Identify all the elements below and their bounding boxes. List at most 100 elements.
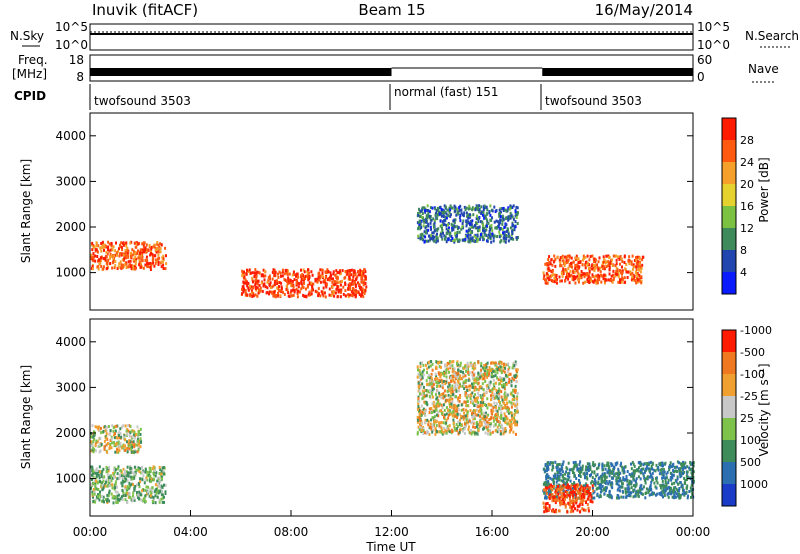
heatmap-cell <box>445 212 448 216</box>
heatmap-cell <box>620 495 623 499</box>
heatmap-cell <box>449 412 452 416</box>
heatmap-cell <box>603 474 605 478</box>
heatmap-cell <box>626 490 629 494</box>
heatmap-cell <box>154 501 157 505</box>
heatmap-cell <box>554 257 557 261</box>
heatmap-cell <box>544 481 547 485</box>
heatmap-cell <box>610 262 613 265</box>
heatmap-cell <box>427 373 430 377</box>
heatmap-cell <box>246 268 248 272</box>
heatmap-cell <box>348 293 351 297</box>
heatmap-cell <box>129 425 132 428</box>
heatmap-cell <box>136 450 139 454</box>
heatmap-cell <box>107 425 110 428</box>
heatmap-cell <box>133 486 136 490</box>
heatmap-cell <box>422 385 425 389</box>
heatmap-cell <box>281 270 284 274</box>
heatmap-cell <box>621 276 624 280</box>
heatmap-cell <box>141 471 144 475</box>
heatmap-cell <box>450 380 453 383</box>
heatmap-cell <box>620 461 623 465</box>
heatmap-cell <box>448 383 451 387</box>
heatmap-cell <box>630 482 633 486</box>
heatmap-cell <box>628 491 631 495</box>
heatmap-cell <box>96 440 99 444</box>
heatmap-cell <box>152 496 155 500</box>
heatmap-cell <box>287 276 290 280</box>
heatmap-cell <box>447 408 449 412</box>
heatmap-cell <box>473 388 476 392</box>
heatmap-cell <box>459 204 462 208</box>
heatmap-cell <box>147 265 150 269</box>
heatmap-cell <box>450 405 453 409</box>
heatmap-cell <box>642 463 645 467</box>
heatmap-cell <box>480 220 482 224</box>
heatmap-cell <box>593 478 596 481</box>
heatmap-cell <box>111 441 113 445</box>
heatmap-cell <box>126 251 129 255</box>
heatmap-cell <box>670 487 673 490</box>
heatmap-cell <box>137 493 140 497</box>
heatmap-cell <box>146 478 149 482</box>
heatmap-cell <box>662 491 665 495</box>
heatmap-cell <box>127 255 130 259</box>
heatmap-cell <box>256 286 259 290</box>
heatmap-cell <box>436 228 439 232</box>
heatmap-cell <box>605 278 608 282</box>
heatmap-cell <box>549 493 552 497</box>
heatmap-cell <box>487 221 490 225</box>
heatmap-cell <box>680 472 682 476</box>
heatmap-cell <box>545 495 548 499</box>
heatmap-cell <box>467 216 470 220</box>
heatmap-cell <box>435 208 438 212</box>
heatmap-cell <box>437 209 440 213</box>
heatmap-cell <box>552 466 555 470</box>
heatmap-cell <box>632 276 635 280</box>
heatmap-cell <box>442 214 445 218</box>
heatmap-cell <box>466 393 469 397</box>
heatmap-cell <box>498 212 501 215</box>
heatmap-cell <box>451 364 454 368</box>
heatmap-cell <box>98 262 101 266</box>
y-tick-label: 1000 <box>55 266 86 280</box>
heatmap-cell <box>676 460 679 464</box>
heatmap-cell <box>427 365 430 369</box>
heatmap-cell <box>494 370 497 374</box>
heatmap-cell <box>584 492 587 496</box>
heatmap-cell <box>273 283 276 287</box>
heatmap-cell <box>253 275 256 278</box>
heatmap-cell <box>471 430 474 434</box>
heatmap-cell <box>156 242 159 246</box>
heatmap-cell <box>501 398 504 402</box>
heatmap-cell <box>679 481 682 484</box>
heatmap-cell <box>435 374 438 378</box>
heatmap-cell <box>637 493 640 497</box>
heatmap-cell <box>115 450 118 454</box>
heatmap-cell <box>439 224 442 228</box>
heatmap-cell <box>247 288 250 292</box>
heatmap-cell <box>125 440 128 444</box>
heatmap-cell <box>121 241 124 245</box>
heatmap-cell <box>90 253 93 257</box>
heatmap-cell <box>642 474 645 478</box>
heatmap-cell <box>134 267 136 271</box>
heatmap-cell <box>99 436 102 440</box>
heatmap-cell <box>502 427 504 431</box>
heatmap-cell <box>625 263 628 266</box>
heatmap-cell <box>352 275 355 279</box>
heatmap-cell <box>553 495 556 499</box>
heatmap-cell <box>417 381 420 385</box>
heatmap-cell <box>420 225 423 229</box>
heatmap-cell <box>121 446 123 450</box>
heatmap-cell <box>511 215 514 219</box>
heatmap-cell <box>578 469 581 473</box>
heatmap-cell <box>489 380 492 384</box>
heatmap-cell <box>98 443 101 447</box>
colorbar-swatch <box>722 206 736 228</box>
heatmap-cell <box>474 385 477 389</box>
heatmap-cell <box>424 418 427 422</box>
heatmap-cell <box>514 404 517 408</box>
heatmap-cell <box>429 425 432 429</box>
heatmap-cell <box>567 277 570 281</box>
heatmap-cell <box>97 445 100 449</box>
